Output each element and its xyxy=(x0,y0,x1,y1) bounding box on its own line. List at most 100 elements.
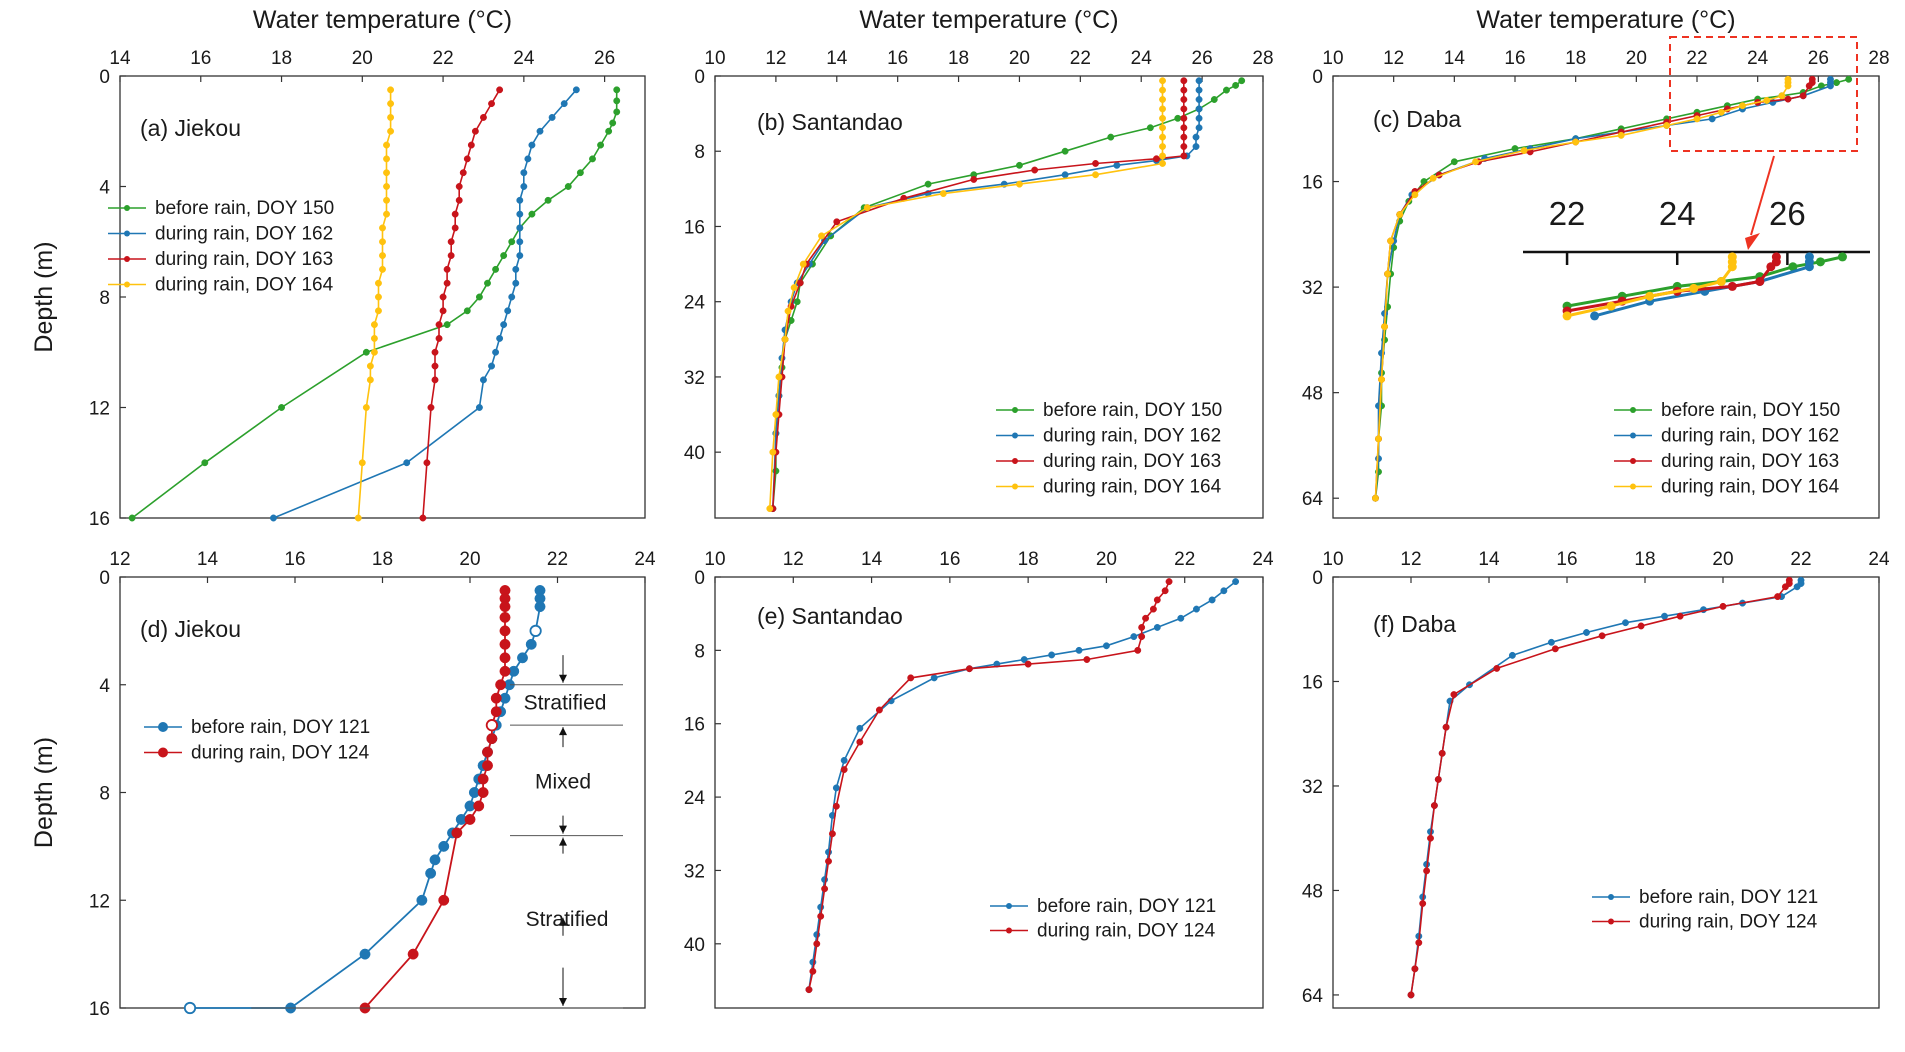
series-line xyxy=(1410,580,1791,996)
data-point xyxy=(1637,622,1645,630)
data-point xyxy=(488,362,495,370)
y-tick-label: 8 xyxy=(99,784,110,805)
data-point xyxy=(499,611,511,623)
data-point xyxy=(1763,96,1771,104)
series-line xyxy=(364,590,506,1009)
data-point xyxy=(1845,75,1853,83)
data-point xyxy=(856,724,864,732)
data-point xyxy=(1450,691,1458,698)
data-point xyxy=(529,624,542,637)
y-tick-label: 8 xyxy=(694,641,705,662)
data-point xyxy=(821,885,829,893)
data-point xyxy=(1048,651,1056,659)
legend-label: during rain, DOY 163 xyxy=(155,249,333,270)
data-point xyxy=(840,756,848,764)
data-point xyxy=(1159,77,1166,85)
series-line xyxy=(1374,79,1789,499)
data-point xyxy=(544,196,552,204)
x-tick-label: 10 xyxy=(1322,549,1343,570)
series-line xyxy=(273,89,577,519)
series-3 xyxy=(1372,75,1792,502)
legend-label: during rain, DOY 163 xyxy=(1661,451,1839,472)
data-point xyxy=(1676,612,1684,620)
data-point xyxy=(1784,82,1792,90)
data-point xyxy=(387,100,395,108)
legend-swatch-marker xyxy=(1006,903,1012,909)
data-point xyxy=(463,155,471,163)
data-point xyxy=(407,948,419,960)
data-point xyxy=(517,652,528,664)
data-point xyxy=(1159,143,1166,150)
x-tick-label: 22 xyxy=(547,549,568,570)
y-tick-label: 32 xyxy=(1302,278,1323,299)
x-tick-label: 10 xyxy=(704,549,725,570)
data-point xyxy=(183,1001,197,1015)
x-tick-label: 18 xyxy=(1565,48,1586,69)
legend-label: before rain, DOY 121 xyxy=(1639,887,1818,908)
data-point xyxy=(516,252,524,260)
data-point xyxy=(1833,79,1840,87)
y-tick-label: 4 xyxy=(99,676,110,697)
data-point xyxy=(492,265,500,273)
data-point xyxy=(528,141,536,149)
y-tick-label: 0 xyxy=(1312,568,1323,589)
y-tick-label: 24 xyxy=(684,788,706,809)
data-point xyxy=(809,967,817,975)
y-tick-label: 40 xyxy=(684,935,705,956)
y-tick-label: 4 xyxy=(99,178,110,199)
x-tick-label: 24 xyxy=(1747,48,1769,69)
data-point xyxy=(1622,619,1629,627)
data-point xyxy=(1159,96,1166,103)
x-tick-label: 16 xyxy=(887,48,908,69)
data-point xyxy=(500,252,508,260)
data-point xyxy=(1220,587,1228,595)
data-point xyxy=(387,127,395,135)
data-point xyxy=(431,362,439,370)
data-point xyxy=(1061,147,1069,155)
data-point xyxy=(482,760,493,772)
y-tick-label: 16 xyxy=(89,509,110,530)
data-point xyxy=(128,514,136,522)
series-0 xyxy=(769,77,1246,513)
data-point xyxy=(1174,114,1182,122)
data-point xyxy=(451,224,459,232)
data-point xyxy=(907,674,915,682)
data-point xyxy=(383,141,390,149)
data-point xyxy=(443,321,451,329)
data-point xyxy=(358,459,366,467)
data-point xyxy=(1208,596,1216,604)
data-point xyxy=(1102,642,1110,650)
y-tick-label: 24 xyxy=(684,293,706,314)
data-point xyxy=(790,284,798,292)
inset-tick-label: 26 xyxy=(1769,195,1806,232)
inset-data-point xyxy=(1606,301,1616,311)
data-point xyxy=(1232,81,1240,89)
data-point xyxy=(766,505,774,513)
data-point xyxy=(564,183,572,190)
data-point xyxy=(1547,638,1555,646)
data-point xyxy=(1508,651,1516,659)
data-point xyxy=(1415,939,1423,947)
data-point xyxy=(488,100,495,108)
y-tick-label: 12 xyxy=(89,891,110,912)
data-point xyxy=(1781,583,1789,591)
data-point xyxy=(1719,602,1727,610)
data-point xyxy=(1407,991,1415,999)
data-point xyxy=(383,196,390,204)
data-point xyxy=(1472,158,1480,166)
legend-label: during rain, DOY 164 xyxy=(1661,477,1840,498)
data-point xyxy=(379,238,386,246)
data-point xyxy=(1159,152,1166,160)
x-tick-label: 10 xyxy=(1322,48,1343,69)
zone-label-stratified-upper: Stratified xyxy=(524,691,607,714)
data-point xyxy=(1061,171,1069,179)
data-point xyxy=(1774,593,1782,601)
series-2 xyxy=(769,77,1188,513)
zone-arrow-head xyxy=(559,998,567,1006)
legend-swatch-marker xyxy=(1630,432,1636,439)
x-tick-label: 24 xyxy=(634,549,656,570)
legend-label: before rain, DOY 121 xyxy=(191,717,370,738)
data-point xyxy=(1153,596,1161,604)
data-point xyxy=(1180,152,1188,160)
y-tick-label: 0 xyxy=(99,67,110,88)
